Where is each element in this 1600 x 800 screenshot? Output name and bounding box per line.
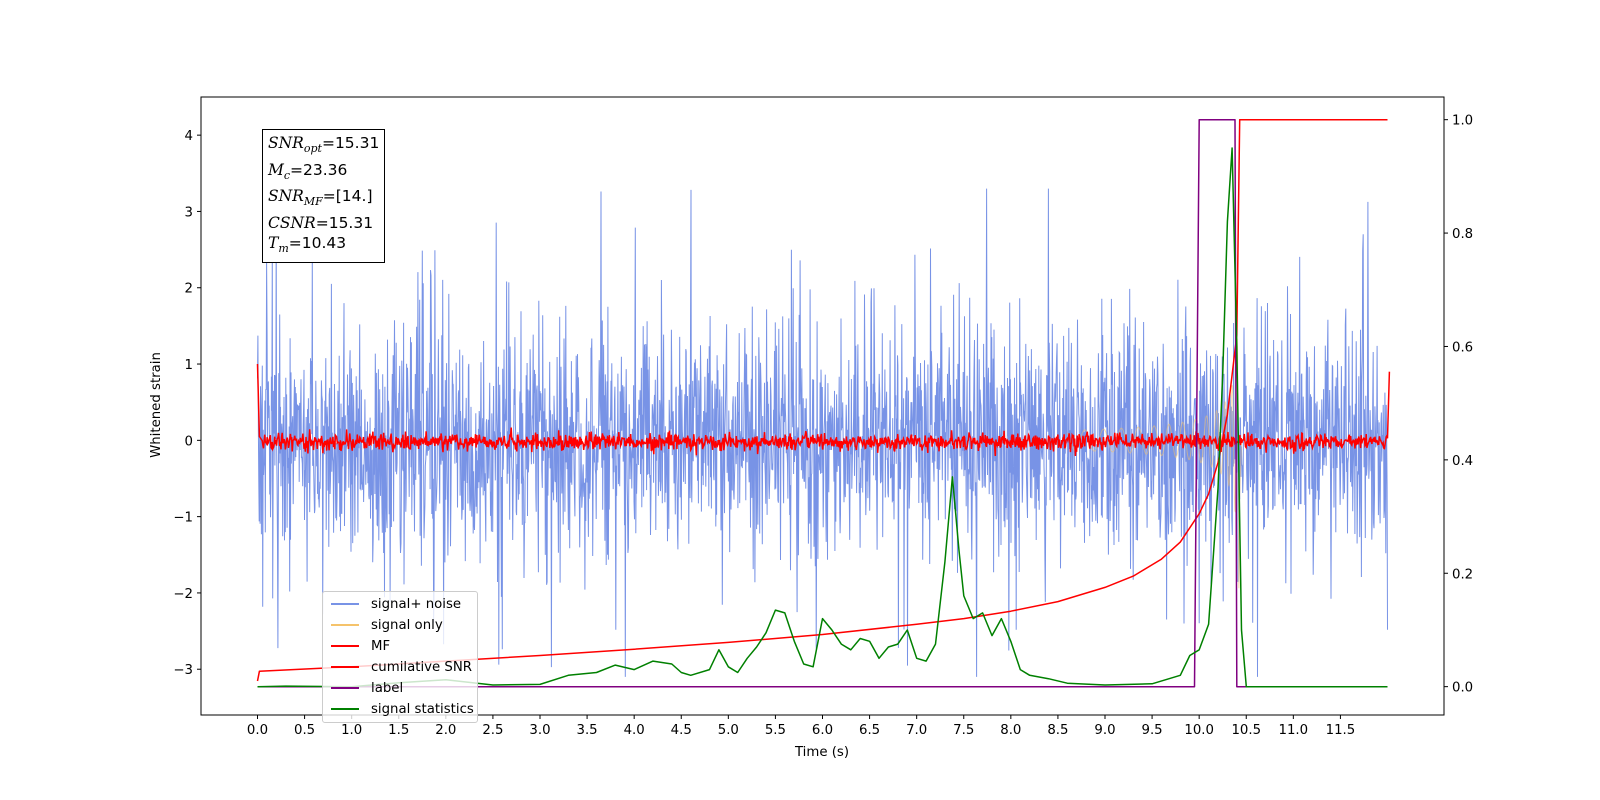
y2-tick-label: 1.0	[1452, 114, 1473, 129]
legend-label: signal+ noise	[371, 596, 462, 612]
y-axis-label: Whitened strain	[149, 352, 164, 458]
legend-swatch	[331, 624, 359, 626]
legend-label: label	[371, 680, 404, 696]
x-axis-label: Time (s)	[794, 745, 849, 760]
tm-value: =10.43	[288, 233, 347, 252]
y-tick-label: −1	[173, 511, 193, 526]
y-tick-label: 0	[185, 434, 193, 449]
legend-item-mf: MF	[331, 637, 390, 655]
y-tick-label: 3	[185, 205, 193, 220]
series-signal-only	[1066, 338, 1242, 589]
y-tick-label: 2	[185, 282, 193, 297]
x-tick-label: 2.5	[482, 723, 503, 738]
snr-mf-row: SNRMF=[14.]	[268, 187, 373, 209]
plot-area	[256, 118, 1391, 688]
series-mf	[256, 363, 1391, 457]
legend-swatch	[331, 645, 359, 647]
series-label	[257, 118, 1388, 688]
legend-label: signal statistics	[371, 701, 474, 717]
snr-opt-row: SNRopt=15.31	[268, 134, 380, 156]
csnr-value: =15.31	[315, 213, 374, 232]
x-tick-label: 6.5	[859, 723, 880, 738]
y2-tick-label: 0.6	[1452, 340, 1473, 355]
x-tick-label: 1.0	[341, 723, 362, 738]
y-axis-right: 1.0 0.8 0.6 0.4 0.2 0.0	[1444, 114, 1473, 696]
x-tick-label: 0.5	[294, 723, 315, 738]
csnr-row: CSNR=15.31	[268, 213, 374, 232]
legend-swatch	[331, 708, 359, 710]
x-tick-label: 5.5	[765, 723, 786, 738]
legend-item-label: label	[331, 679, 403, 697]
mc-value: =23.36	[290, 160, 348, 179]
x-tick-label: 8.0	[1000, 723, 1021, 738]
series-signal-noise	[257, 188, 1388, 677]
x-tick-label: 1.5	[388, 723, 409, 738]
legend-item-signal-statistics: signal statistics	[331, 700, 474, 718]
x-tick-label: 11.0	[1279, 723, 1309, 738]
x-tick-label: 10.5	[1231, 723, 1261, 738]
tm-row: Tm=10.43	[268, 233, 347, 255]
x-tick-label: 4.5	[671, 723, 692, 738]
legend-swatch	[331, 666, 359, 668]
y2-tick-label: 0.0	[1452, 681, 1473, 696]
x-tick-label: 7.0	[906, 723, 927, 738]
y2-tick-label: 0.8	[1452, 227, 1473, 242]
x-tick-label: 11.5	[1326, 723, 1356, 738]
legend-label: MF	[371, 638, 391, 654]
y-tick-label: 4	[185, 129, 193, 144]
y2-tick-label: 0.2	[1452, 567, 1473, 582]
mc-row: Mc=23.36	[268, 160, 348, 182]
stats-annotation-box: SNRopt=15.31 Mc=23.36 SNRMF=[14.] CSNR=1…	[262, 129, 386, 264]
x-tick-label: 2.0	[435, 723, 456, 738]
x-tick-label: 4.0	[624, 723, 645, 738]
y-axis-left: 4 3 2 1 0 −1 −2 −3	[173, 129, 201, 678]
x-tick-label: 3.5	[577, 723, 598, 738]
snr-opt-value: =15.31	[321, 134, 380, 152]
x-tick-label: 10.0	[1184, 723, 1214, 738]
legend-label: signal only	[371, 617, 443, 633]
x-tick-label: 3.0	[529, 723, 550, 738]
x-tick-label: 7.5	[953, 723, 974, 738]
legend-swatch	[331, 687, 359, 689]
x-tick-label: 8.5	[1047, 723, 1068, 738]
x-tick-label: 0.0	[247, 723, 268, 738]
series-signal-statistics	[257, 147, 1388, 688]
x-axis: 0.0 0.5 1.0 1.5 2.0 2.5 3.0 3.5 4.0 4.5 5.0 5.5 6.0 6…	[247, 715, 1355, 738]
y-tick-label: −2	[173, 587, 193, 602]
legend-item-signal-only: signal only	[331, 616, 443, 634]
legend-label: cumilative SNR	[371, 659, 473, 675]
y-tick-label: −3	[173, 663, 193, 678]
y-tick-label: 1	[185, 358, 193, 373]
snr-mf-value: =[14.]	[322, 187, 373, 205]
x-tick-label: 9.0	[1094, 723, 1115, 738]
x-tick-label: 5.0	[718, 723, 739, 738]
legend: signal+ noise signal only MF cumilative …	[322, 591, 478, 723]
legend-swatch	[331, 603, 359, 605]
legend-item-cumilative-snr: cumilative SNR	[331, 658, 472, 676]
y2-tick-label: 0.4	[1452, 454, 1473, 469]
x-tick-label: 6.0	[812, 723, 833, 738]
x-tick-label: 9.5	[1142, 723, 1163, 738]
series-cumilative-snr	[256, 118, 1388, 682]
legend-item-signal-noise: signal+ noise	[331, 595, 461, 613]
